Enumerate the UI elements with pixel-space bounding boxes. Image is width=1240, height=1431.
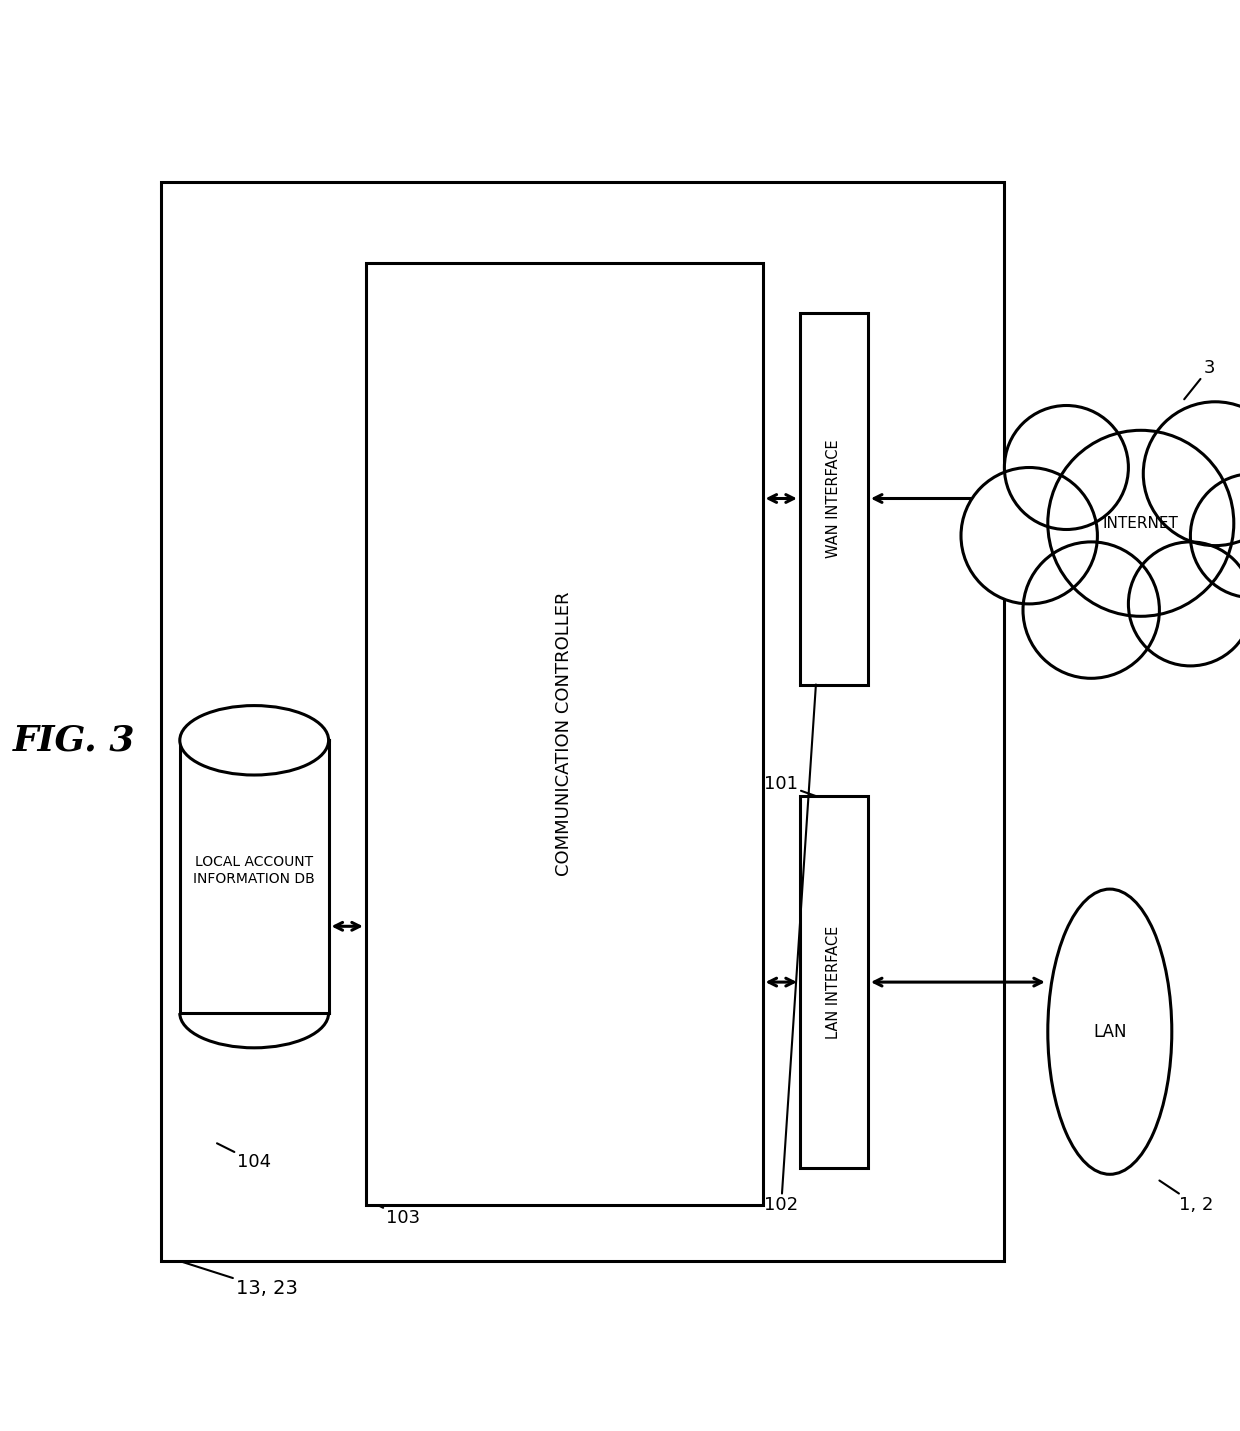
Circle shape	[1190, 474, 1240, 598]
Text: COMMUNICATION CONTROLLER: COMMUNICATION CONTROLLER	[556, 592, 573, 876]
Text: LAN INTERFACE: LAN INTERFACE	[826, 926, 841, 1039]
Text: 102: 102	[764, 684, 816, 1215]
Bar	[180, 740, 329, 1013]
Text: 3: 3	[1184, 359, 1215, 399]
Text: INTERNET: INTERNET	[1102, 515, 1179, 531]
Ellipse shape	[1048, 889, 1172, 1175]
Text: LAN: LAN	[1092, 1023, 1127, 1040]
Text: 104: 104	[217, 1143, 272, 1171]
Circle shape	[1004, 405, 1128, 529]
Bar	[366, 263, 763, 1205]
Text: FIG. 3: FIG. 3	[14, 723, 135, 757]
Circle shape	[1128, 542, 1240, 665]
Text: 1, 2: 1, 2	[1159, 1181, 1214, 1215]
Bar	[161, 182, 1004, 1261]
Bar	[800, 312, 868, 684]
Ellipse shape	[180, 705, 329, 776]
Circle shape	[961, 468, 1097, 604]
Circle shape	[1048, 431, 1234, 617]
Circle shape	[1023, 542, 1159, 678]
Circle shape	[1143, 402, 1240, 545]
Text: WAN INTERFACE: WAN INTERFACE	[826, 439, 841, 558]
Text: 13, 23: 13, 23	[180, 1261, 298, 1298]
Bar	[800, 796, 868, 1168]
Text: 103: 103	[378, 1205, 420, 1226]
Text: LOCAL ACCOUNT
INFORMATION DB: LOCAL ACCOUNT INFORMATION DB	[193, 856, 315, 886]
Text: 101: 101	[764, 774, 816, 796]
